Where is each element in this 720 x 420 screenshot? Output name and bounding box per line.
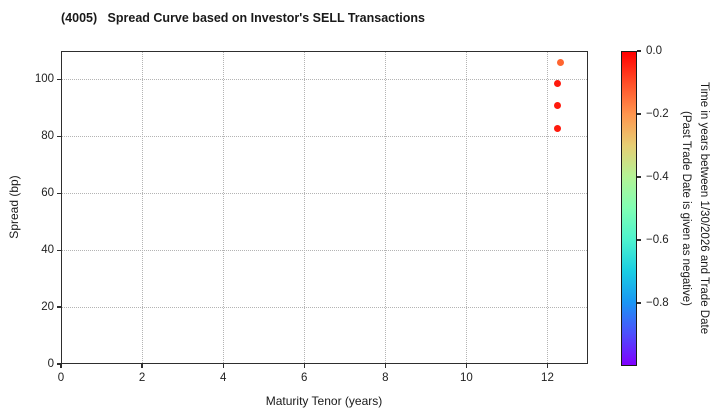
colorbar	[621, 51, 637, 366]
x-gridline	[547, 52, 549, 363]
chart-title: (4005) Spread Curve based on Investor's …	[61, 11, 425, 25]
colorbar-tick-label: −0.6	[646, 233, 669, 246]
colorbar-tick-label: −0.2	[646, 107, 669, 120]
colorbar-tick-label: 0.0	[646, 44, 662, 57]
x-gridline	[466, 52, 468, 363]
colorbar-tick	[637, 302, 641, 304]
colorbar-axis-label: Time in years between 1/30/2026 and Trad…	[674, 34, 712, 382]
data-point	[553, 79, 561, 87]
plot-area	[61, 51, 588, 364]
x-tick-label: 10	[459, 372, 473, 384]
y-tick	[57, 78, 61, 81]
x-tick	[303, 364, 305, 368]
x-gridline	[223, 52, 225, 363]
colorbar-tick	[637, 50, 641, 52]
y-gridline	[62, 250, 587, 252]
x-tick-label: 4	[219, 372, 227, 384]
y-tick	[57, 363, 61, 365]
y-gridline	[62, 193, 587, 195]
y-tick	[57, 249, 61, 251]
colorbar-tick	[637, 176, 641, 178]
colorbar-tick	[637, 113, 641, 115]
data-point	[557, 58, 565, 66]
y-tick-label: 80	[41, 129, 54, 142]
x-tick-label: 8	[382, 372, 389, 384]
x-tick-label: 0	[57, 372, 65, 384]
x-tick	[222, 364, 224, 368]
y-axis-label: Spread (bp)	[7, 175, 21, 239]
x-tick-label: 2	[138, 372, 146, 384]
x-gridline	[385, 52, 387, 363]
x-tick	[465, 364, 467, 368]
y-tick	[57, 306, 61, 308]
x-tick	[141, 364, 143, 368]
x-gridline	[142, 52, 144, 363]
y-tick-label: 20	[41, 300, 54, 313]
y-tick	[57, 192, 61, 194]
y-tick-label: 40	[41, 243, 54, 256]
data-point	[553, 124, 561, 132]
x-tick	[546, 364, 549, 368]
colorbar-tick-label: −0.4	[646, 170, 669, 183]
colorbar-tick	[637, 239, 641, 241]
data-point	[553, 102, 561, 110]
colorbar-label-line1: Time in years between 1/30/2026 and Trad…	[698, 81, 710, 335]
y-gridline	[62, 79, 587, 81]
x-tick	[60, 364, 62, 368]
x-tick-label: 6	[301, 372, 308, 384]
y-tick-label: 0	[47, 357, 54, 370]
colorbar-label-line2: (Past Trade Date is given as negative)	[680, 110, 693, 306]
y-gridline	[62, 307, 587, 309]
x-gridline	[304, 52, 306, 363]
x-axis-label: Maturity Tenor (years)	[265, 394, 383, 408]
colorbar-tick-label: −0.8	[646, 296, 669, 309]
y-gridline	[62, 136, 587, 138]
x-tick-label: 12	[541, 372, 554, 384]
x-tick	[384, 364, 386, 368]
y-tick-label: 60	[41, 186, 54, 199]
y-tick-label: 100	[34, 72, 54, 85]
y-tick	[57, 135, 61, 137]
